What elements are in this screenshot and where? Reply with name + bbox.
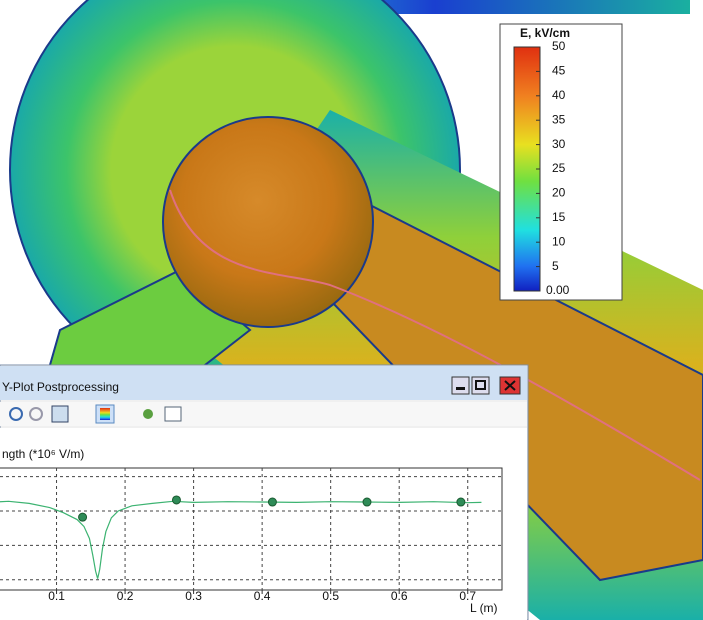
colorbar-tick-label: 40 [552,88,566,102]
x-tick-label: 0.2 [117,589,134,603]
export-button[interactable] [143,409,153,419]
screenshot: E, kV/cm Y-Plot Postprocessing ngth (*10… [0,0,703,620]
plot-area [0,468,502,590]
colorbar-tick-label: 35 [552,112,566,126]
x-tick-label: 0.1 [48,589,65,603]
colorbar-tick-label: 25 [552,161,566,175]
table-button[interactable] [165,407,181,421]
x-tick-label: 0.3 [185,589,202,603]
marker [457,498,465,506]
x-axis-label: L (m) [470,601,498,615]
maximize-button[interactable] [472,377,489,394]
x-tick-label: 0.6 [391,589,408,603]
x-tick-label: 0.4 [254,589,271,603]
y-axis-label: ngth (*10⁶ V/m) [2,447,84,461]
colorbar-tick-label: 0.00 [546,283,570,297]
marker [79,513,87,521]
colorbar-tick-label: 20 [552,186,566,200]
page: {"colorbar": {"title": "E, kV/cm", "rang… [0,0,703,620]
marker [268,498,276,506]
colorbar-tick-label: 50 [552,39,566,53]
colorbar-tick-label: 30 [552,137,566,151]
color-icon [100,408,110,420]
marker [172,496,180,504]
fit-button[interactable] [52,406,68,422]
marker [363,498,371,506]
toolbar [0,402,527,426]
colorbar-title: E, kV/cm [520,26,570,40]
colorbar-tick-label: 15 [552,210,566,224]
x-tick-label: 0.5 [322,589,339,603]
minimize-button[interactable] [452,377,469,394]
minimize-icon [456,387,465,390]
colorbar-tick-label: 10 [552,234,566,248]
sphere [163,117,373,327]
window-title: Y-Plot Postprocessing [2,380,119,394]
colorbar-tick-label: 45 [552,64,566,78]
colorbar-tick-label: 5 [552,259,559,273]
